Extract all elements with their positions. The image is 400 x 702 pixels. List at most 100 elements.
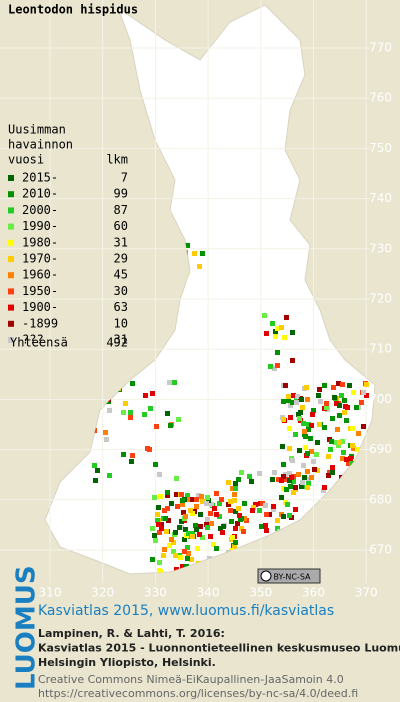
observation-dot xyxy=(297,448,302,453)
observation-dot xyxy=(199,494,204,499)
observation-dot xyxy=(107,408,112,413)
observation-dot xyxy=(130,381,135,386)
legend-swatch xyxy=(8,223,14,230)
observation-dot xyxy=(305,397,310,402)
legend-label: 2000- xyxy=(22,203,58,217)
observation-dot xyxy=(295,394,300,399)
observation-dot xyxy=(328,447,333,452)
observation-dot xyxy=(172,380,177,385)
observation-dot xyxy=(291,490,296,495)
total: 492 xyxy=(106,336,128,350)
observation-dot xyxy=(293,432,298,437)
observation-dot xyxy=(204,522,209,527)
observation-dot xyxy=(314,452,319,457)
observation-dot xyxy=(257,471,262,476)
observation-dot xyxy=(285,502,290,507)
observation-dot xyxy=(306,481,311,486)
legend-count: 10 xyxy=(114,316,128,330)
observation-dot xyxy=(287,426,292,431)
observation-dot xyxy=(228,499,233,504)
observation-dot xyxy=(185,243,190,248)
observation-dot xyxy=(95,468,100,473)
observation-dot xyxy=(281,399,286,404)
observation-dot xyxy=(221,524,226,529)
title: Leontodon hispidus xyxy=(8,3,138,17)
x-label: 340 xyxy=(197,586,220,600)
observation-dot xyxy=(121,452,126,457)
observation-dot xyxy=(230,486,235,491)
observation-dot xyxy=(194,497,199,502)
observation-dot xyxy=(339,393,344,398)
observation-dot xyxy=(232,498,237,503)
observation-dot xyxy=(350,443,355,448)
observation-dot xyxy=(290,458,295,463)
observation-dot xyxy=(211,542,216,547)
observation-dot xyxy=(128,410,133,415)
observation-dot xyxy=(340,382,345,387)
observation-dot xyxy=(288,415,293,420)
observation-dot xyxy=(344,418,349,423)
legend-count-heading: lkm xyxy=(106,153,128,167)
observation-dot xyxy=(242,516,247,521)
observation-dot xyxy=(180,502,185,507)
observation-dot xyxy=(242,501,247,506)
observation-dot xyxy=(311,408,316,413)
legend-label: 1950- xyxy=(22,284,58,298)
observation-dot xyxy=(159,522,164,527)
observation-dot xyxy=(260,501,265,506)
y-label: 700 xyxy=(369,392,392,406)
observation-dot xyxy=(341,450,346,455)
observation-dot xyxy=(235,521,240,526)
observation-dot xyxy=(282,335,287,340)
observation-dot xyxy=(316,393,321,398)
observation-dot xyxy=(322,425,327,430)
y-label: 760 xyxy=(369,91,392,105)
observation-dot xyxy=(305,469,310,474)
observation-dot xyxy=(351,446,356,451)
observation-dot xyxy=(153,538,158,543)
observation-dot xyxy=(355,447,360,452)
observation-dot xyxy=(288,403,293,408)
observation-dot xyxy=(284,315,289,320)
legend-count: 60 xyxy=(114,219,128,233)
observation-dot xyxy=(311,459,316,464)
observation-dot xyxy=(359,400,364,405)
observation-dot xyxy=(290,330,295,335)
observation-dot xyxy=(182,549,187,554)
observation-dot xyxy=(263,523,268,528)
observation-dot xyxy=(279,495,284,500)
license: https://creativecommons.org/licenses/by-… xyxy=(38,687,358,700)
observation-dot xyxy=(183,527,188,532)
observation-dot xyxy=(147,447,152,452)
observation-dot xyxy=(326,473,331,478)
y-label: 670 xyxy=(369,543,392,557)
observation-dot xyxy=(344,457,349,462)
observation-dot xyxy=(337,413,342,418)
observation-dot xyxy=(182,537,187,542)
observation-dot xyxy=(165,411,170,416)
observation-dot xyxy=(179,519,184,524)
observation-dot xyxy=(306,477,311,482)
observation-dot xyxy=(282,477,287,482)
observation-dot xyxy=(247,474,252,479)
observation-dot xyxy=(286,394,291,399)
observation-dot xyxy=(128,415,133,420)
observation-dot xyxy=(326,454,331,459)
observation-dot xyxy=(287,513,292,518)
observation-dot xyxy=(275,326,280,331)
observation-dot xyxy=(337,403,342,408)
observation-dot xyxy=(186,551,191,556)
observation-dot xyxy=(167,543,172,548)
observation-dot xyxy=(150,526,155,531)
observation-dot xyxy=(143,393,148,398)
y-label: 740 xyxy=(369,191,392,205)
observation-dot xyxy=(299,484,304,489)
legend-heading: havainnon xyxy=(8,138,73,152)
observation-dot xyxy=(175,504,180,509)
legend-label: 1970- xyxy=(22,252,58,266)
observation-dot xyxy=(294,400,299,405)
observation-dot xyxy=(174,476,179,481)
observation-dot xyxy=(217,514,222,519)
